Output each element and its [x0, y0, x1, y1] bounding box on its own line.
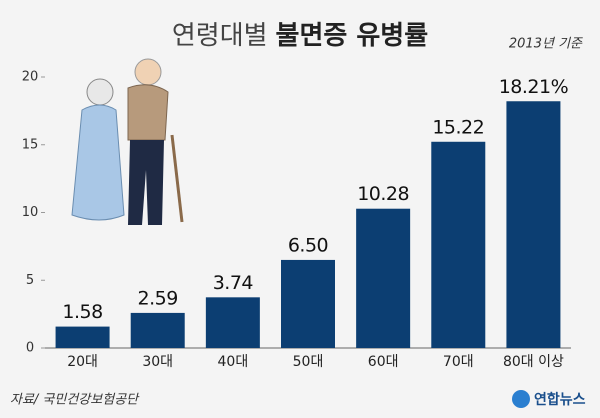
value-label: 18.21%: [499, 76, 568, 98]
y-tick-label: 15: [22, 137, 39, 152]
value-label: 10.28: [357, 183, 409, 205]
illustration: [71, 58, 184, 225]
value-label: 3.74: [213, 272, 254, 294]
y-tick-label: 20: [22, 70, 39, 85]
y-tick-label: 10: [22, 205, 39, 220]
x-tick-label: 30대: [142, 354, 173, 370]
x-tick-label: 40대: [218, 354, 249, 370]
x-tick-label: 80대 이상: [503, 354, 564, 370]
source: 자료/ 국민건강보험공단: [10, 393, 140, 408]
y-tick-label: 0: [26, 341, 34, 356]
value-label: 6.50: [288, 234, 328, 256]
bar: [281, 259, 335, 348]
x-tick-label: 50대: [293, 354, 324, 370]
value-label: 1.58: [62, 301, 102, 323]
subtitle: 2013년 기준: [509, 37, 583, 52]
y-tick-label: 5: [26, 273, 34, 288]
chart-title: 연령대별 불면증 유병률: [172, 21, 428, 51]
bar: [506, 101, 561, 348]
value-label: 15.22: [432, 116, 484, 138]
bar: [356, 208, 411, 348]
bar: [130, 312, 185, 348]
x-tick-label: 20대: [67, 354, 98, 370]
title-part: 불면증 유병률: [276, 21, 429, 51]
title-part: 연령대별: [172, 21, 268, 51]
bar: [205, 297, 260, 348]
logo: 연합뉴스: [534, 391, 586, 408]
x-tick-label: 60대: [368, 354, 399, 370]
x-tick-label: 70대: [443, 354, 474, 370]
bar: [55, 326, 110, 348]
logo-icon: [512, 390, 530, 408]
value-label: 2.59: [138, 287, 178, 309]
bar: [431, 141, 486, 348]
